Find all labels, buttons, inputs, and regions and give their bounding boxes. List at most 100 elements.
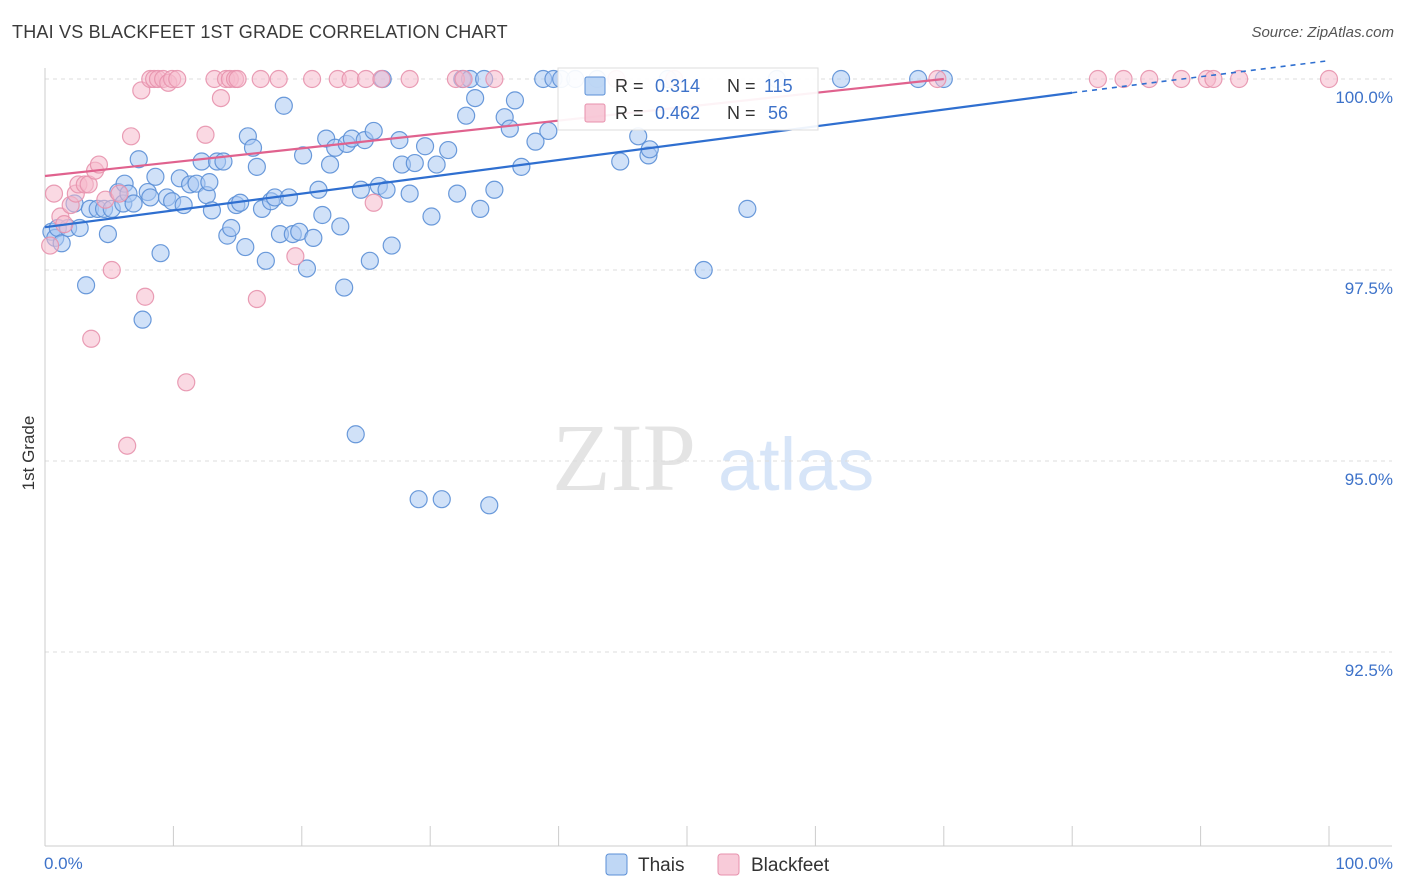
thais-point [346,425,365,444]
thais-point [304,228,323,248]
x-tick-label-min: 0.0% [44,854,83,873]
y-tick-label: 92.5% [1345,661,1393,680]
thais-point [192,152,211,171]
thais-point [505,91,525,110]
blackfeet-point [1230,69,1249,89]
blackfeet-n-label: N = [727,103,756,123]
thais-point [390,131,409,150]
blackfeet-point [82,329,101,348]
thais-point [364,121,383,141]
thais-n-value: 115 [764,76,793,96]
thais-swatch [584,76,606,96]
thais-point [512,157,531,176]
watermark-zip: ZIP [552,404,696,511]
thais-point [382,236,401,255]
thais-point [320,155,340,174]
blackfeet-point [1319,69,1339,89]
thais-point [200,173,219,192]
stats-legend: R = 0.314 N = 115 R = 0.462 N = 56 [557,67,819,131]
thais-point [405,153,424,173]
y-tick-label: 100.0% [1335,88,1393,107]
blackfeet-point [168,69,187,89]
thais-trendline-extension [1072,59,1330,94]
thais-point [457,106,476,125]
blackfeet-point [102,260,121,280]
thais-point [694,260,713,280]
blackfeet-point [136,287,155,306]
thais-point [439,140,458,160]
blackfeet-r-value: 0.462 [655,103,700,123]
thais-point [471,199,490,218]
thais-point [146,167,165,186]
source-credit: Source: ZipAtlas.com [1251,24,1394,41]
thais-point [448,184,467,203]
thais-point [466,88,485,108]
blackfeet-swatch [584,103,606,123]
blackfeet-point [110,184,129,203]
watermark-atlas: atlas [718,423,874,506]
blackfeet-point [1088,69,1107,89]
thais-point [351,180,370,199]
thais-point [831,69,851,89]
thais-point [432,490,451,509]
x-tick-labels: 0.0% 100.0% [44,854,1393,873]
thais-point [415,137,435,156]
thais-point [526,132,545,151]
blackfeet-point [196,125,215,144]
thais-point [129,150,148,169]
blackfeet-point [121,127,141,146]
thais-point [141,188,160,207]
thais-r-value: 0.314 [655,76,700,96]
blackfeet-n-value: 56 [768,103,788,123]
thais-point [335,278,354,297]
thais-point [293,146,313,165]
thais-r-label: R = [615,76,644,96]
thais-point [400,184,419,203]
thais-point [738,199,757,218]
blackfeet-point [1114,69,1133,89]
thais-point [331,217,350,236]
thais-trendline [44,91,1073,229]
thais-point [427,155,446,174]
thais-n-label: N = [727,76,756,96]
y-tick-label: 97.5% [1345,279,1393,298]
thais-point [247,157,266,176]
blackfeet-point [341,69,360,89]
gridlines [45,78,1392,653]
blackfeet-point [1204,69,1223,89]
thais-point [274,96,293,115]
blackfeet-point [44,184,64,203]
y-axis-label: 1st Grade [19,416,38,491]
thais-point [500,119,519,138]
blackfeet-point [286,247,305,266]
blackfeet-point [1140,69,1159,89]
thais-point [360,251,379,270]
blackfeet-point [364,193,383,212]
blackfeet-point [177,373,196,392]
thais-point [377,180,396,199]
thais-point [133,310,152,329]
blackfeet-point [118,436,137,455]
series-blackfeet-points [41,69,1339,455]
legend-blackfeet-swatch [717,853,740,876]
blackfeet-point [269,69,288,89]
blackfeet-point [211,88,231,108]
x-tick-label-max: 100.0% [1335,854,1393,873]
blackfeet-point [251,69,270,89]
thais-point [313,205,332,225]
y-tick-labels: 100.0% 97.5% 95.0% 92.5% [1335,88,1393,680]
thais-point [76,276,96,295]
blackfeet-point [400,69,419,89]
blackfeet-point [356,69,376,89]
series-legend: Thais Blackfeet [605,853,830,876]
thais-point [124,194,143,213]
thais-point [539,121,558,141]
blackfeet-point [247,289,266,309]
thais-point [279,188,299,207]
thais-point [422,207,441,226]
axes [44,68,1392,847]
blackfeet-point [372,69,391,89]
thais-point [151,244,170,263]
legend-blackfeet-label: Blackfeet [751,855,830,876]
